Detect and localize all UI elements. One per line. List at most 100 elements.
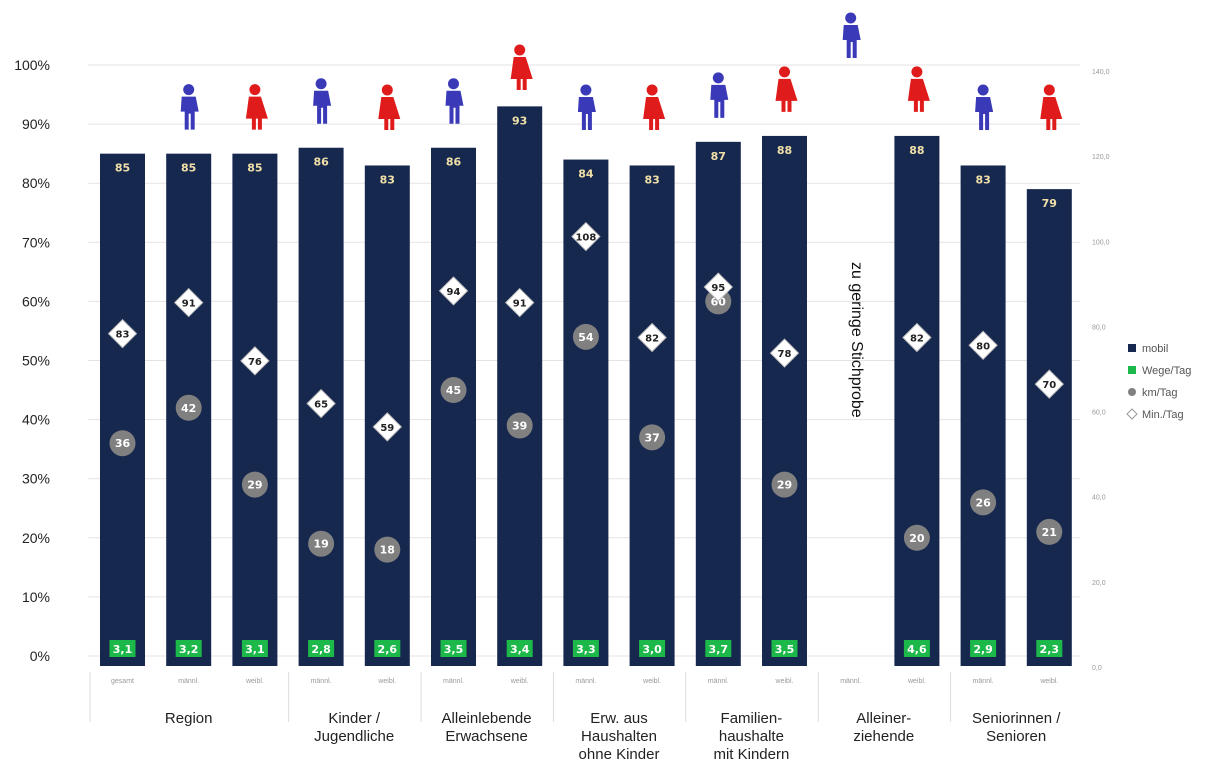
min-value-label: 95 bbox=[711, 283, 725, 294]
mobil-bar bbox=[100, 153, 145, 666]
wege-value-label: 2,9 bbox=[973, 643, 993, 656]
wege-value-label: 3,5 bbox=[775, 643, 795, 656]
y-tick-label: 0% bbox=[30, 648, 50, 664]
y2-tick-label: 100,0 bbox=[1092, 239, 1110, 246]
wege-marker bbox=[374, 640, 401, 657]
sub-category-label: männl. bbox=[178, 678, 199, 685]
group-label: Kinder / Jugendliche bbox=[314, 710, 394, 745]
mobil-bar bbox=[695, 141, 741, 666]
y-tick-label: 20% bbox=[22, 530, 50, 546]
km-marker bbox=[1036, 518, 1063, 545]
sub-category-label: männl. bbox=[840, 678, 861, 685]
km-value-label: 26 bbox=[975, 496, 991, 509]
y2-tick-label: 80,0 bbox=[1092, 324, 1106, 331]
legend-label: km/Tag bbox=[1142, 387, 1177, 399]
km-marker bbox=[109, 430, 136, 457]
min-value-label: 65 bbox=[314, 400, 328, 411]
km-marker bbox=[903, 524, 930, 551]
mobil-value-label: 86 bbox=[446, 156, 462, 169]
wege-marker bbox=[241, 640, 268, 657]
legend-swatch-km bbox=[1128, 388, 1136, 396]
min-marker bbox=[571, 221, 601, 252]
km-value-label: 29 bbox=[247, 479, 262, 492]
min-value-label: 76 bbox=[248, 357, 262, 368]
mobil-value-label: 86 bbox=[313, 156, 329, 169]
group-label: Familien-haushalte mit Kindern bbox=[713, 710, 789, 760]
km-marker bbox=[308, 530, 335, 557]
km-value-label: 37 bbox=[644, 431, 659, 444]
min-marker bbox=[1034, 369, 1065, 399]
y2-tick-label: 0,0 bbox=[1092, 665, 1102, 672]
min-value-label: 78 bbox=[778, 349, 792, 360]
mobil-value-label: 85 bbox=[115, 162, 130, 175]
mobil-value-label: 83 bbox=[975, 173, 990, 186]
y2-axis: 0,0 20,0 40,0 60,0 80,0 100,0 120,0 140,0 bbox=[1092, 69, 1110, 672]
min-marker bbox=[637, 322, 667, 353]
legend-swatch-mobil bbox=[1128, 344, 1136, 352]
y-tick-label: 80% bbox=[22, 175, 50, 191]
km-value-label: 45 bbox=[446, 384, 461, 397]
mobil-value-label: 79 bbox=[1042, 197, 1057, 210]
km-value-label: 42 bbox=[181, 402, 196, 415]
y2-tick-label: 40,0 bbox=[1092, 495, 1106, 502]
km-marker bbox=[175, 394, 202, 421]
group-label: Erw. aus Haushalten ohne Kinder bbox=[579, 710, 660, 760]
group-label: Alleinlebende Erwachsene bbox=[442, 710, 532, 745]
min-marker bbox=[769, 338, 800, 368]
mobil-bar bbox=[497, 106, 543, 667]
group-label: Region bbox=[165, 710, 213, 727]
min-value-label: 91 bbox=[513, 299, 527, 310]
min-marker bbox=[372, 412, 403, 442]
min-marker bbox=[902, 322, 932, 353]
wege-marker bbox=[1036, 640, 1063, 657]
female-icon bbox=[907, 66, 930, 112]
min-marker bbox=[107, 318, 138, 349]
legend-label: Wege/Tag bbox=[1142, 365, 1191, 377]
mobil-value-label: 85 bbox=[181, 162, 196, 175]
wege-value-label: 2,8 bbox=[311, 643, 331, 656]
km-value-label: 21 bbox=[1042, 526, 1057, 539]
wege-value-label: 3,2 bbox=[179, 643, 199, 656]
mobil-bar bbox=[431, 147, 476, 667]
male-icon bbox=[842, 12, 861, 58]
sub-category-label: weibl. bbox=[775, 678, 794, 685]
wege-marker bbox=[572, 640, 599, 657]
y-tick-label: 50% bbox=[22, 353, 50, 369]
y-tick-label: 100% bbox=[14, 57, 50, 73]
wege-value-label: 3,5 bbox=[444, 643, 464, 656]
wege-marker bbox=[970, 640, 997, 657]
km-value-label: 36 bbox=[115, 437, 131, 450]
mobil-value-label: 87 bbox=[711, 150, 726, 163]
sub-category-label: männl. bbox=[443, 678, 464, 685]
km-value-label: 20 bbox=[909, 532, 925, 545]
small-sample-annotation: zu geringe Stichprobe bbox=[848, 262, 865, 418]
male-icon bbox=[975, 84, 994, 130]
wege-value-label: 2,3 bbox=[1040, 643, 1060, 656]
y2-tick-label: 60,0 bbox=[1092, 410, 1106, 417]
legend-label: Min./Tag bbox=[1142, 409, 1184, 421]
group-label: Seniorinnen / Senioren bbox=[972, 710, 1061, 745]
mobil-bar bbox=[1026, 189, 1072, 667]
min-marker bbox=[240, 346, 270, 376]
sub-category-label: männl. bbox=[575, 678, 596, 685]
y2-tick-label: 120,0 bbox=[1092, 154, 1110, 161]
bars bbox=[100, 106, 1072, 667]
y-tick-label: 60% bbox=[22, 293, 50, 309]
x-axis: gesamt männl. weibl. männl. weibl. männl. weib… bbox=[89, 672, 1061, 760]
male-icon bbox=[710, 72, 729, 118]
km-value-label: 29 bbox=[777, 479, 792, 492]
markers: 85 3,1 36 83 85 3,2 42 91 85 3,1 29 76 86 2,8 19 65 83 2,… bbox=[107, 114, 1065, 657]
km-marker bbox=[440, 377, 467, 404]
y-axis: 0% 10% 20% 30% 40% 50% 60% 70% 80% 90% 100% bbox=[14, 57, 50, 664]
gender-icons bbox=[180, 12, 1063, 130]
min-marker bbox=[438, 276, 469, 306]
male-icon bbox=[180, 84, 199, 130]
wege-value-label: 3,3 bbox=[576, 643, 596, 656]
sub-category-label: weibl. bbox=[245, 678, 264, 685]
female-icon bbox=[775, 66, 798, 112]
legend: mobil Wege/Tag km/Tag Min./Tag bbox=[1126, 343, 1191, 421]
wege-value-label: 4,6 bbox=[907, 643, 927, 656]
wege-marker bbox=[771, 640, 798, 657]
y-tick-label: 70% bbox=[22, 234, 50, 250]
